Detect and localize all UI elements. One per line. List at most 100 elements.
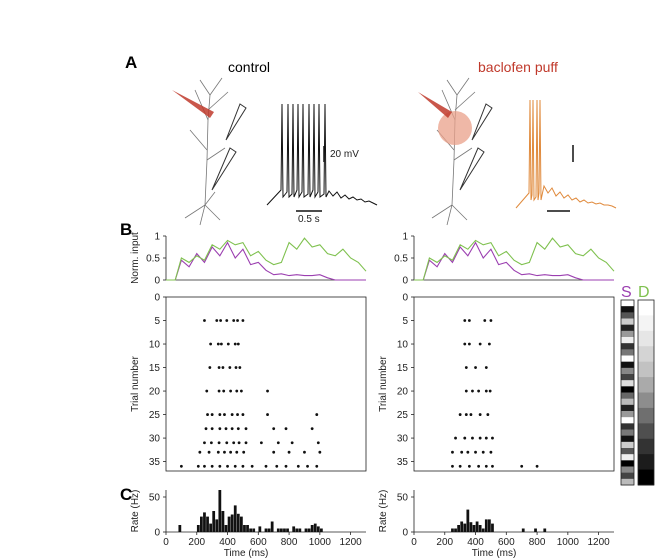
neuron-drawing-control — [184, 77, 229, 226]
legend-s-band — [621, 337, 634, 344]
spike-point — [463, 342, 467, 346]
spike-point — [464, 413, 468, 416]
rate-bar — [484, 519, 488, 532]
spike-point — [272, 427, 276, 431]
neuron-drawing-baclofen — [431, 77, 476, 226]
spike-point — [219, 319, 223, 322]
spike-point — [460, 450, 464, 454]
spike-point — [233, 464, 237, 468]
x-tick-label: 800 — [529, 537, 546, 548]
spike-point — [266, 413, 269, 416]
legend-s-band — [621, 361, 634, 369]
legend-stimulus-bars — [620, 299, 655, 486]
rate-bar — [463, 523, 467, 532]
spike-point — [458, 464, 462, 468]
legend-s-band — [621, 478, 634, 486]
legend-s-band — [621, 423, 634, 430]
x-tick-label: 400 — [467, 537, 484, 548]
rate-bar — [320, 528, 323, 532]
spike-point — [303, 450, 306, 454]
spike-point — [486, 413, 490, 416]
legend-s-band — [621, 330, 634, 338]
rate-bar — [221, 511, 225, 532]
rate-bar — [313, 523, 317, 532]
spike-point — [234, 366, 238, 369]
pipette-icon-baclofen — [418, 92, 493, 191]
legend-label-s: S — [621, 284, 632, 301]
spike-point — [463, 319, 467, 322]
spike-point — [179, 464, 183, 468]
legend-s-band — [621, 454, 634, 461]
spike-point — [221, 366, 225, 369]
spike-point — [520, 464, 524, 468]
spike-point — [464, 389, 468, 393]
spike-point — [229, 389, 233, 393]
rate-bar — [451, 528, 454, 532]
condition-title-control: control — [228, 59, 270, 75]
rate-bar — [481, 528, 485, 532]
spike-point — [222, 389, 226, 393]
spike-point — [241, 464, 245, 468]
panel-letter-b: B — [120, 220, 132, 239]
legend-s-band — [621, 448, 634, 455]
spike-point — [272, 450, 276, 454]
legend-s-band — [621, 398, 634, 406]
spike-point — [217, 441, 221, 445]
panel-letter-c: C — [120, 485, 132, 504]
spike-point — [226, 342, 230, 346]
y-tick-label: 10 — [397, 340, 409, 351]
legend-frame — [620, 299, 635, 486]
x-tick-label: 1000 — [309, 537, 332, 548]
legend-s-band — [621, 404, 634, 412]
spike-point — [235, 389, 239, 393]
spike-point — [241, 319, 245, 322]
legend-d-band — [638, 392, 654, 409]
rate-bar — [249, 528, 252, 532]
spike-point — [228, 366, 232, 369]
x-tick-label: 1200 — [587, 537, 610, 548]
x-tick-label: 600 — [250, 537, 267, 548]
spike-point — [471, 389, 474, 393]
spike-point — [284, 427, 288, 431]
pipette-icon-control — [172, 90, 247, 191]
spike-point — [306, 464, 309, 468]
legend-s-band — [621, 435, 634, 443]
spike-point — [491, 464, 494, 468]
spike-point — [477, 464, 481, 468]
spike-point — [318, 450, 322, 454]
rate-bar — [469, 522, 473, 532]
spike-point — [226, 464, 229, 468]
y-axis-label: Rate (Hz) — [378, 490, 389, 533]
x-tick-label: 1200 — [339, 537, 362, 548]
spike-point — [203, 464, 206, 468]
y-tick-label: 0.5 — [394, 254, 408, 265]
legend-s-band — [621, 343, 634, 350]
rate-bar — [178, 525, 182, 532]
spike-point — [474, 450, 477, 454]
legend-s-band — [621, 417, 634, 424]
y-tick-label: 0 — [402, 293, 408, 304]
x-tick-label: 600 — [498, 537, 515, 548]
rate-bar — [488, 519, 491, 532]
legend-d-band — [638, 454, 654, 471]
y-axis-label: Trial number — [130, 355, 141, 411]
spike-point — [478, 436, 482, 440]
spike-point — [218, 413, 222, 416]
spike-point — [225, 319, 229, 322]
spike-point — [487, 342, 491, 346]
spike-point — [315, 413, 319, 416]
panel-letter-a: A — [125, 53, 137, 72]
spike-point — [230, 413, 234, 416]
spike-point — [210, 464, 214, 468]
spike-point — [481, 450, 485, 454]
y-tick-label: 35 — [149, 457, 161, 468]
rate-bar — [286, 528, 289, 532]
legend-s-band — [621, 324, 634, 332]
legend-s-band — [621, 441, 634, 449]
rate-bar — [534, 528, 537, 532]
spike-point — [451, 450, 454, 454]
x-tick-label: 200 — [436, 537, 453, 548]
spike-point — [296, 464, 300, 468]
legend-s-band — [621, 429, 634, 437]
